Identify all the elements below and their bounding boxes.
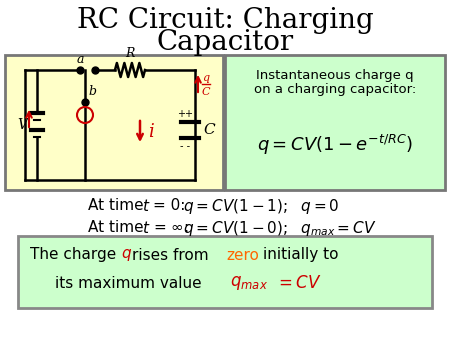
Text: = $\infty$:: = $\infty$:: [153, 220, 189, 236]
Text: C: C: [203, 123, 215, 137]
Text: $q = CV(1 - 1);\ \ q = 0$: $q = CV(1 - 1);\ \ q = 0$: [183, 196, 340, 216]
Text: At time: At time: [88, 220, 144, 236]
Text: zero: zero: [226, 247, 259, 263]
Text: = 0:: = 0:: [153, 198, 185, 214]
Text: $q_{max}$: $q_{max}$: [230, 274, 268, 292]
Text: RC Circuit: Charging: RC Circuit: Charging: [76, 6, 373, 33]
Text: on a charging capacitor:: on a charging capacitor:: [254, 83, 416, 97]
Text: initially to: initially to: [263, 247, 338, 263]
Text: Capacitor: Capacitor: [157, 28, 293, 55]
Text: a: a: [76, 53, 84, 66]
Text: $q$: $q$: [121, 247, 132, 263]
FancyBboxPatch shape: [5, 55, 223, 190]
Text: - -: - -: [180, 141, 190, 151]
Text: The charge: The charge: [30, 247, 116, 263]
Text: C: C: [202, 87, 211, 97]
Text: $= CV$: $= CV$: [275, 274, 321, 291]
Text: R: R: [125, 47, 135, 60]
Text: $q = CV\left(1-e^{-t/RC}\right)$: $q = CV\left(1-e^{-t/RC}\right)$: [257, 133, 413, 157]
Text: $t$: $t$: [142, 198, 150, 214]
FancyBboxPatch shape: [225, 55, 445, 190]
Text: rises from: rises from: [132, 247, 209, 263]
Text: $t$: $t$: [142, 220, 150, 236]
Text: its maximum value: its maximum value: [55, 275, 202, 290]
Text: ++: ++: [177, 109, 193, 119]
Text: $q = CV(1 - 0);\ \ q_{max} = CV$: $q = CV(1 - 0);\ \ q_{max} = CV$: [183, 218, 377, 238]
Text: V: V: [17, 118, 27, 132]
FancyBboxPatch shape: [18, 236, 432, 308]
Text: i: i: [148, 123, 154, 141]
Text: q: q: [202, 73, 209, 83]
Text: Instantaneous charge q: Instantaneous charge q: [256, 69, 414, 81]
Text: b: b: [88, 85, 96, 98]
Text: At time: At time: [88, 198, 144, 214]
